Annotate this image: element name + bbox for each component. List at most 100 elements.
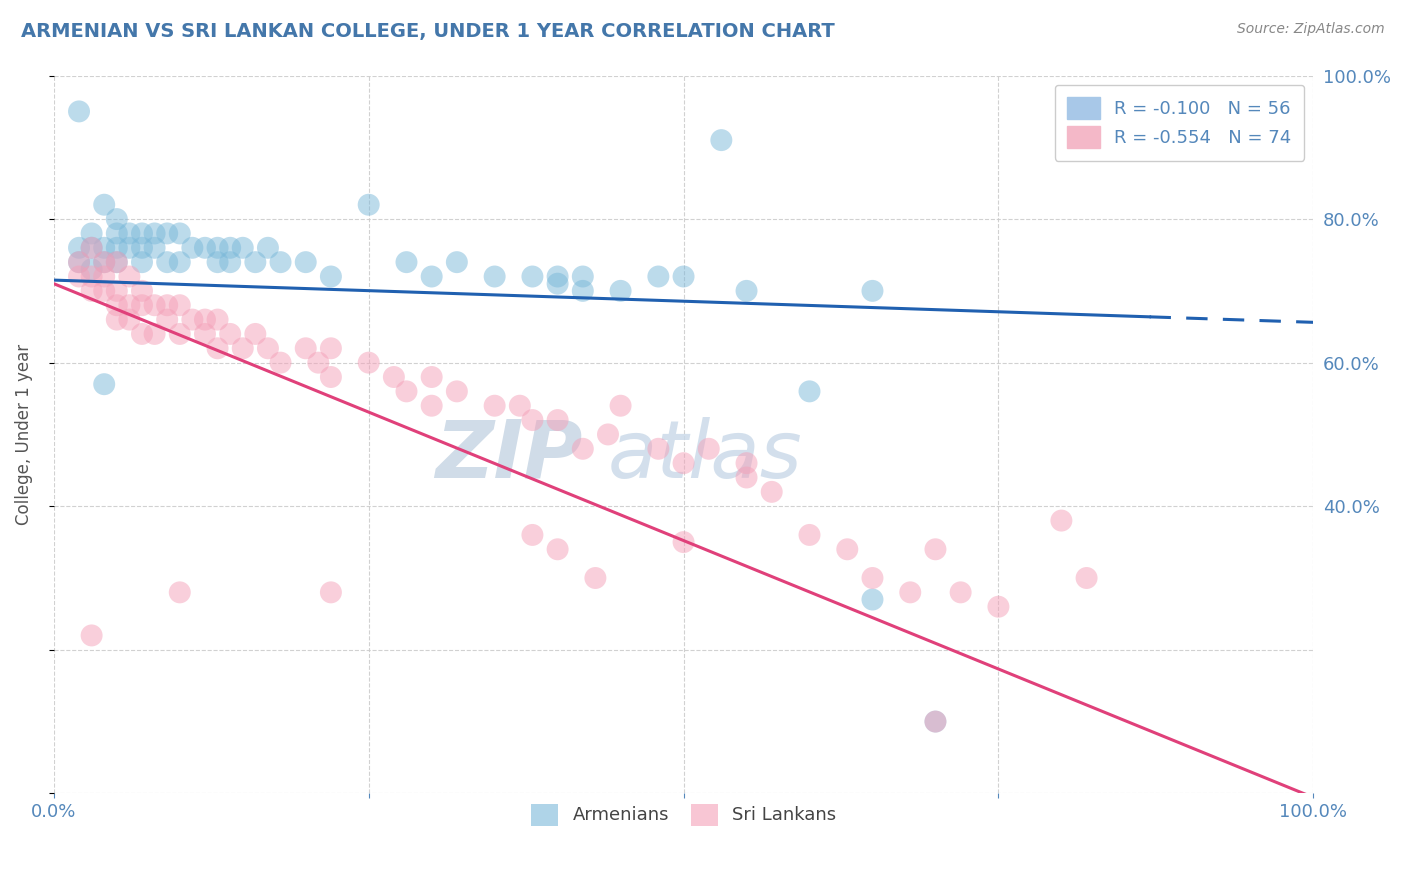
Text: Source: ZipAtlas.com: Source: ZipAtlas.com xyxy=(1237,22,1385,37)
Y-axis label: College, Under 1 year: College, Under 1 year xyxy=(15,344,32,525)
Point xyxy=(105,255,128,269)
Point xyxy=(80,628,103,642)
Point xyxy=(93,255,115,269)
Point xyxy=(484,399,506,413)
Point xyxy=(257,241,280,255)
Point xyxy=(169,326,191,341)
Point xyxy=(1076,133,1098,147)
Point xyxy=(382,370,405,384)
Point xyxy=(522,269,544,284)
Point xyxy=(105,212,128,227)
Point xyxy=(118,298,141,312)
Point xyxy=(672,269,695,284)
Point xyxy=(219,326,242,341)
Point xyxy=(67,104,90,119)
Point xyxy=(294,341,316,355)
Point xyxy=(169,298,191,312)
Point xyxy=(522,413,544,427)
Point xyxy=(118,269,141,284)
Point xyxy=(232,241,254,255)
Point xyxy=(647,442,669,456)
Point xyxy=(207,255,229,269)
Point xyxy=(80,227,103,241)
Point xyxy=(80,284,103,298)
Point xyxy=(420,399,443,413)
Point xyxy=(799,384,821,399)
Point xyxy=(105,312,128,326)
Point xyxy=(156,255,179,269)
Point xyxy=(181,241,204,255)
Point xyxy=(93,377,115,392)
Point xyxy=(420,269,443,284)
Point xyxy=(93,269,115,284)
Point xyxy=(319,370,342,384)
Point xyxy=(169,255,191,269)
Point xyxy=(257,341,280,355)
Point xyxy=(572,284,595,298)
Point xyxy=(547,542,569,557)
Point xyxy=(583,571,606,585)
Point xyxy=(118,241,141,255)
Point xyxy=(862,592,884,607)
Point xyxy=(420,370,443,384)
Point xyxy=(357,198,380,212)
Point xyxy=(547,269,569,284)
Point xyxy=(80,262,103,277)
Point xyxy=(522,528,544,542)
Point xyxy=(169,227,191,241)
Point xyxy=(799,528,821,542)
Point xyxy=(169,585,191,599)
Point xyxy=(319,585,342,599)
Point xyxy=(232,341,254,355)
Point xyxy=(547,277,569,291)
Point xyxy=(672,535,695,549)
Point xyxy=(647,269,669,284)
Point xyxy=(949,585,972,599)
Point xyxy=(80,241,103,255)
Point xyxy=(357,356,380,370)
Point xyxy=(987,599,1010,614)
Point xyxy=(245,255,267,269)
Point xyxy=(105,255,128,269)
Point xyxy=(837,542,859,557)
Point xyxy=(131,284,153,298)
Point xyxy=(207,241,229,255)
Point xyxy=(67,269,90,284)
Point xyxy=(131,241,153,255)
Point xyxy=(572,442,595,456)
Point xyxy=(194,326,217,341)
Point xyxy=(207,341,229,355)
Legend: Armenians, Sri Lankans: Armenians, Sri Lankans xyxy=(522,795,845,835)
Point xyxy=(118,227,141,241)
Point xyxy=(609,399,631,413)
Point xyxy=(194,241,217,255)
Point xyxy=(735,456,758,470)
Point xyxy=(270,356,292,370)
Point xyxy=(105,284,128,298)
Point xyxy=(131,326,153,341)
Point xyxy=(67,255,90,269)
Point xyxy=(862,284,884,298)
Point xyxy=(93,284,115,298)
Point xyxy=(924,714,946,729)
Point xyxy=(131,227,153,241)
Point xyxy=(207,312,229,326)
Point xyxy=(67,255,90,269)
Point xyxy=(395,384,418,399)
Point xyxy=(194,312,217,326)
Point xyxy=(446,384,468,399)
Point xyxy=(319,269,342,284)
Point xyxy=(143,241,166,255)
Text: ZIP: ZIP xyxy=(436,417,583,495)
Point xyxy=(105,227,128,241)
Point xyxy=(862,571,884,585)
Point xyxy=(672,456,695,470)
Point xyxy=(270,255,292,269)
Point xyxy=(924,714,946,729)
Point xyxy=(761,484,783,499)
Point xyxy=(446,255,468,269)
Point xyxy=(143,298,166,312)
Point xyxy=(118,312,141,326)
Point xyxy=(697,442,720,456)
Point xyxy=(596,427,619,442)
